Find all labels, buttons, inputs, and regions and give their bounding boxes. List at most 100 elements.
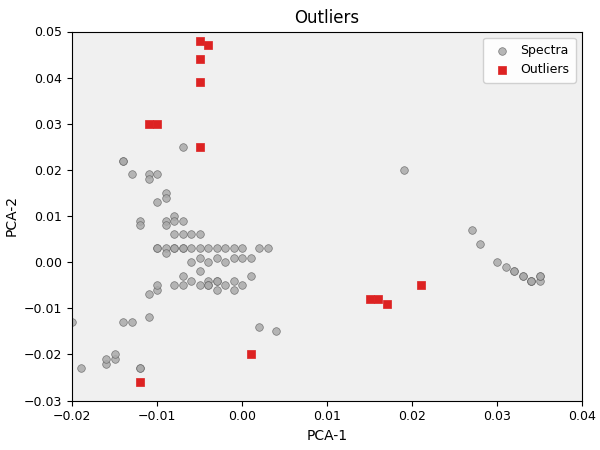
Outliers xyxy=(373,296,383,303)
Spectra xyxy=(186,245,196,252)
Spectra xyxy=(229,277,238,284)
Outliers xyxy=(195,37,205,45)
Spectra xyxy=(195,231,205,238)
Spectra xyxy=(169,231,179,238)
Outliers xyxy=(152,120,162,127)
Spectra xyxy=(169,282,179,289)
Outliers xyxy=(195,79,205,86)
Spectra xyxy=(229,254,238,261)
Spectra xyxy=(237,282,247,289)
Spectra xyxy=(195,245,205,252)
Spectra xyxy=(144,171,154,178)
Spectra xyxy=(195,282,205,289)
Outliers xyxy=(416,282,425,289)
Spectra xyxy=(169,212,179,220)
Spectra xyxy=(135,364,145,372)
Spectra xyxy=(254,245,264,252)
Outliers xyxy=(135,378,145,386)
Title: Outliers: Outliers xyxy=(295,9,359,27)
Spectra xyxy=(178,282,187,289)
Spectra xyxy=(161,189,170,197)
Spectra xyxy=(135,222,145,229)
Spectra xyxy=(178,217,187,224)
Spectra xyxy=(169,245,179,252)
Spectra xyxy=(152,171,162,178)
Spectra xyxy=(203,258,213,265)
Outliers xyxy=(382,300,391,307)
Spectra xyxy=(220,258,230,265)
Spectra xyxy=(161,245,170,252)
Spectra xyxy=(169,245,179,252)
Spectra xyxy=(500,263,510,270)
Spectra xyxy=(118,157,128,164)
Spectra xyxy=(237,254,247,261)
Spectra xyxy=(186,277,196,284)
Spectra xyxy=(135,217,145,224)
Outliers xyxy=(195,56,205,63)
Spectra xyxy=(203,245,213,252)
Spectra xyxy=(127,171,136,178)
Spectra xyxy=(178,245,187,252)
Spectra xyxy=(118,157,128,164)
Spectra xyxy=(161,249,170,256)
Spectra xyxy=(263,245,272,252)
Spectra xyxy=(212,277,221,284)
Spectra xyxy=(526,277,536,284)
Spectra xyxy=(535,277,544,284)
Spectra xyxy=(178,143,187,150)
Spectra xyxy=(246,272,256,279)
Spectra xyxy=(67,319,77,326)
Spectra xyxy=(203,277,213,284)
Spectra xyxy=(101,360,111,367)
Spectra xyxy=(237,245,247,252)
Spectra xyxy=(169,217,179,224)
Spectra xyxy=(271,328,281,335)
Spectra xyxy=(144,291,154,298)
Spectra xyxy=(212,245,221,252)
Spectra xyxy=(509,268,519,275)
Spectra xyxy=(152,245,162,252)
Spectra xyxy=(526,277,536,284)
Spectra xyxy=(178,231,187,238)
Spectra xyxy=(110,351,119,358)
Spectra xyxy=(509,268,519,275)
Outliers xyxy=(246,351,256,358)
Spectra xyxy=(135,364,145,372)
Spectra xyxy=(492,258,502,265)
Spectra xyxy=(467,226,476,234)
Spectra xyxy=(399,166,409,173)
Outliers xyxy=(195,143,205,150)
Spectra xyxy=(195,254,205,261)
Spectra xyxy=(144,314,154,321)
X-axis label: PCA-1: PCA-1 xyxy=(307,429,347,443)
Spectra xyxy=(254,323,264,330)
Spectra xyxy=(195,268,205,275)
Spectra xyxy=(178,272,187,279)
Spectra xyxy=(152,198,162,206)
Spectra xyxy=(220,282,230,289)
Spectra xyxy=(518,272,527,279)
Spectra xyxy=(246,254,256,261)
Spectra xyxy=(161,217,170,224)
Spectra xyxy=(101,356,111,363)
Spectra xyxy=(161,194,170,201)
Spectra xyxy=(161,222,170,229)
Spectra xyxy=(212,277,221,284)
Spectra xyxy=(76,364,85,372)
Spectra xyxy=(212,254,221,261)
Spectra xyxy=(178,245,187,252)
Outliers xyxy=(144,120,154,127)
Outliers xyxy=(203,42,213,49)
Spectra xyxy=(203,282,213,289)
Spectra xyxy=(186,258,196,265)
Spectra xyxy=(229,245,238,252)
Outliers xyxy=(365,296,374,303)
Spectra xyxy=(229,286,238,293)
Spectra xyxy=(475,240,485,248)
Spectra xyxy=(535,272,544,279)
Spectra xyxy=(526,277,536,284)
Spectra xyxy=(144,176,154,183)
Spectra xyxy=(212,286,221,293)
Spectra xyxy=(535,272,544,279)
Spectra xyxy=(152,286,162,293)
